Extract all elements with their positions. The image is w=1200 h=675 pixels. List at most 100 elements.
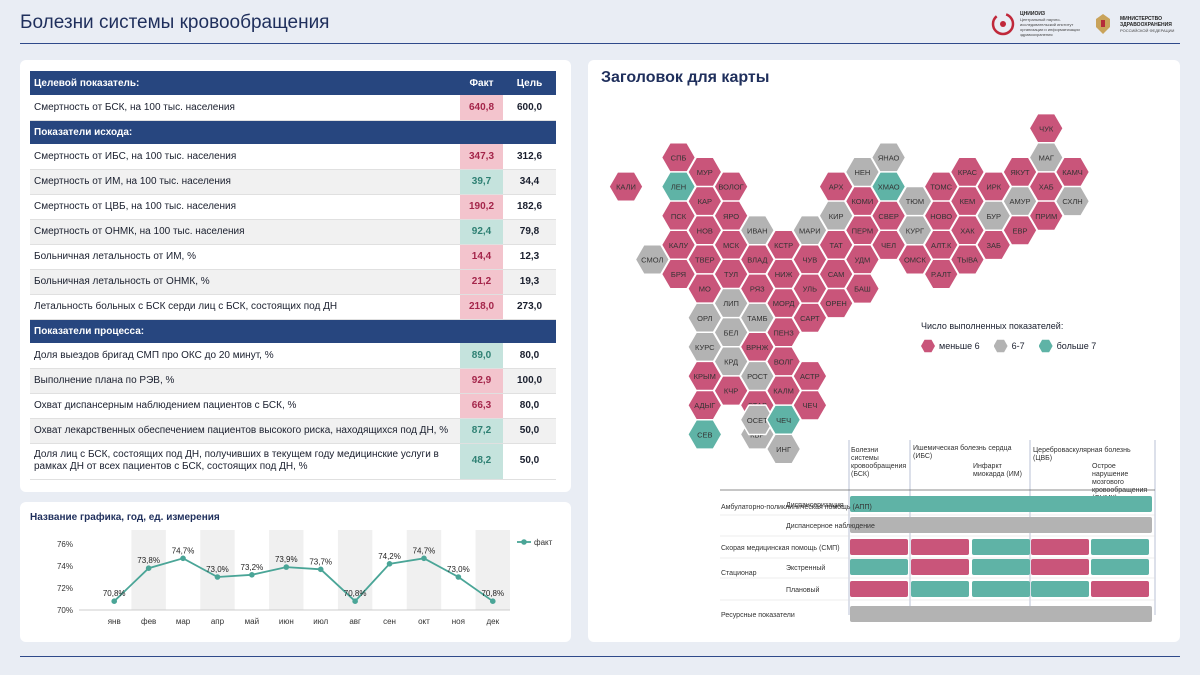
coat-of-arms-icon bbox=[1096, 14, 1110, 34]
legend-label: 6-7 bbox=[1011, 341, 1025, 351]
kpi-row: Выполнение плана по РЭВ, % 92,9 100,0 bbox=[30, 368, 556, 394]
matrix-cell bbox=[972, 539, 1030, 555]
kpi-label: Охват диспансерным наблюдением пациентов… bbox=[30, 393, 460, 419]
x-tick-label: мар bbox=[176, 617, 191, 626]
region-label: ВРНЖ bbox=[746, 343, 768, 352]
region-hex-прим[interactable]: ПРИМ bbox=[1028, 200, 1065, 232]
kpi-goal-value: 100,0 bbox=[503, 368, 556, 394]
region-label: ОРЕН bbox=[825, 299, 846, 308]
data-point bbox=[489, 598, 496, 604]
x-tick-label: ноя bbox=[452, 617, 465, 626]
kpi-fact-value: 14,4 bbox=[460, 244, 503, 270]
region-label: МОРД bbox=[773, 299, 795, 308]
page-title: Болезни системы кровообращения bbox=[20, 12, 330, 33]
region-label: БУР bbox=[986, 212, 1001, 221]
region-hex-сев[interactable]: СЕВ bbox=[686, 418, 723, 450]
kpi-goal-value: 79,8 bbox=[503, 219, 556, 245]
region-label: ОМСК bbox=[904, 255, 926, 264]
region-label: ТУЛ bbox=[724, 270, 738, 279]
region-label: КУРС bbox=[695, 343, 715, 352]
section-header: Показатели процесса: bbox=[30, 319, 556, 343]
map-title: Заголовок для карты bbox=[601, 69, 770, 86]
kpi-goal-value: 80,0 bbox=[503, 393, 556, 419]
matrix-cell bbox=[850, 606, 1152, 622]
kpi-goal-value: 80,0 bbox=[503, 343, 556, 369]
section-title: Показатели исхода: bbox=[30, 120, 460, 144]
region-hex-инг[interactable]: ИНГ bbox=[765, 433, 802, 465]
region-label: КИР bbox=[829, 212, 844, 221]
kpi-label: Летальность больных с БСК серди лиц с БС… bbox=[30, 294, 460, 320]
data-point bbox=[283, 564, 290, 570]
region-label: АЛТ.К bbox=[931, 241, 952, 250]
kpi-fact-value: 218,0 bbox=[460, 294, 503, 320]
region-label: МСК bbox=[723, 241, 740, 250]
column-header: Болезни системы кровообращения (БСК) bbox=[851, 447, 906, 478]
kpi-table: Целевой показатель: Факт Цель Смертность от… bbox=[30, 71, 556, 480]
matrix-cell bbox=[1091, 539, 1149, 555]
data-point bbox=[180, 555, 186, 562]
region-label: КРЫМ bbox=[694, 372, 716, 381]
section-header: Целевой показатель: Факт Цель bbox=[30, 71, 556, 95]
region-label: КРАС bbox=[958, 168, 978, 177]
legend-title: Число выполненных показателей: bbox=[921, 321, 1064, 331]
legend-marker bbox=[521, 539, 527, 545]
region-hex-кали[interactable]: КАЛИ bbox=[608, 171, 644, 203]
kpi-fact-value: 48,2 bbox=[460, 443, 503, 480]
matrix-cell bbox=[911, 559, 969, 575]
region-label: ТЫВА bbox=[957, 255, 978, 264]
region-label: ПЕРМ bbox=[852, 226, 874, 235]
region-label: БЕЛ bbox=[724, 328, 739, 337]
kpi-label: Охват лекарственных обеспечением пациент… bbox=[30, 418, 460, 444]
col-goal-header: Цель bbox=[503, 71, 556, 95]
region-label: КАЛМ bbox=[773, 387, 794, 396]
kpi-goal-value: 12,3 bbox=[503, 244, 556, 270]
kpi-fact-value: 39,7 bbox=[460, 169, 503, 195]
matrix-cell bbox=[1031, 539, 1089, 555]
region-hex-смол[interactable]: СМОЛ bbox=[634, 244, 671, 275]
region-label: НИЖ bbox=[775, 270, 793, 279]
line-chart: 70% 72% 74% 76% 70,8% янв 73,8% фев 74,7% мар 73,0… bbox=[57, 530, 553, 626]
row-sublabel: Экстренный bbox=[786, 564, 825, 572]
row-sublabel: Диспансерное наблюдение bbox=[786, 522, 875, 530]
legend-item: меньше 6 bbox=[921, 339, 980, 353]
region-hex-чеч2[interactable]: ЧЕЧ bbox=[792, 389, 828, 421]
kpi-goal-value: 50,0 bbox=[503, 418, 556, 444]
kpi-goal-value: 273,0 bbox=[503, 294, 556, 320]
section-title: Показатели процесса: bbox=[30, 319, 460, 343]
indicator-matrix: Болезни системы кровообращения (БСК) Ишемиче… bbox=[720, 440, 1156, 622]
x-tick-label: авг bbox=[349, 617, 361, 626]
region-label: ПРИМ bbox=[1035, 212, 1057, 221]
matrix-cell bbox=[1031, 581, 1089, 597]
region-hex-схлн[interactable]: СХЛН bbox=[1054, 185, 1091, 217]
region-label: ВОЛОГ bbox=[718, 183, 743, 192]
column-band bbox=[475, 530, 510, 610]
region-label: СХЛН bbox=[1062, 197, 1082, 206]
kpi-label: Смертность от ИБС, на 100 тыс. населения bbox=[30, 144, 460, 170]
region-label: ЛЕН bbox=[671, 183, 686, 192]
legend-label: факт bbox=[534, 538, 553, 547]
matrix-cell bbox=[972, 559, 1030, 575]
logos: ЦНИИОИЗ Центральный научно-исследовательс… bbox=[990, 10, 1180, 38]
region-hex-баш[interactable]: БАШ bbox=[844, 273, 881, 305]
data-label: 73,0% bbox=[447, 565, 470, 574]
kpi-label: Доля выездов бригад СМП про ОКС до 20 ми… bbox=[30, 343, 460, 369]
cniioiz-logo-icon bbox=[991, 12, 1015, 36]
region-label: ХАК bbox=[960, 226, 975, 235]
region-label: СПБ bbox=[671, 153, 687, 162]
data-label: 73,7% bbox=[309, 557, 332, 566]
y-tick-label: 74% bbox=[57, 562, 73, 571]
region-label: ХАБ bbox=[1039, 183, 1054, 192]
region-label: МО bbox=[699, 285, 711, 294]
region-label: ЕВР bbox=[1012, 226, 1027, 235]
x-tick-label: июл bbox=[313, 617, 328, 626]
legend-hex-icon bbox=[1038, 339, 1053, 353]
kpi-fact-value: 347,3 bbox=[460, 144, 503, 170]
region-label: ПЕНЗ bbox=[773, 328, 794, 337]
region-hex-осет[interactable]: ОСЕТ bbox=[739, 404, 776, 436]
region-label: ЗАБ bbox=[986, 241, 1001, 250]
region-label: КАР bbox=[698, 197, 712, 206]
column-band bbox=[406, 530, 442, 610]
data-point bbox=[421, 555, 427, 562]
region-label: ЧУК bbox=[1039, 124, 1054, 133]
chart-title: Название графика, год, ед. измерения bbox=[30, 512, 220, 523]
